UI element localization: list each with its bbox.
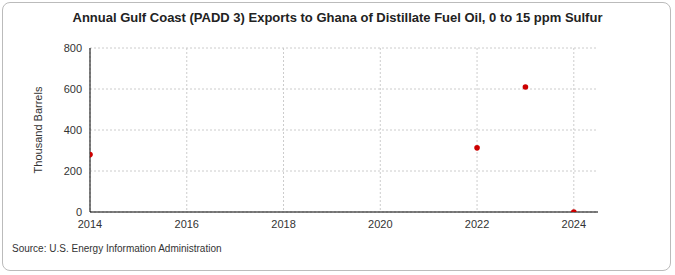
svg-text:2016: 2016	[175, 218, 199, 230]
svg-text:400: 400	[64, 124, 82, 136]
svg-text:2022: 2022	[465, 218, 489, 230]
svg-text:600: 600	[64, 83, 82, 95]
html-text:Source: U.S. Energy Informatio: Source: U.S. Energy Information Administ…	[12, 243, 222, 254]
svg-text:800: 800	[64, 42, 82, 54]
svg-text:0: 0	[76, 206, 82, 218]
svg-text:2020: 2020	[368, 218, 392, 230]
svg-text:2024: 2024	[562, 218, 586, 230]
svg-text:2018: 2018	[271, 218, 295, 230]
html-text:Annual Gulf Coast (PADD 3) Exp: Annual Gulf Coast (PADD 3) Exports to Gh…	[72, 10, 603, 25]
svg-text:Thousand Barrels: Thousand Barrels	[32, 86, 44, 173]
svg-text:2014: 2014	[78, 218, 102, 230]
svg-text:200: 200	[64, 165, 82, 177]
